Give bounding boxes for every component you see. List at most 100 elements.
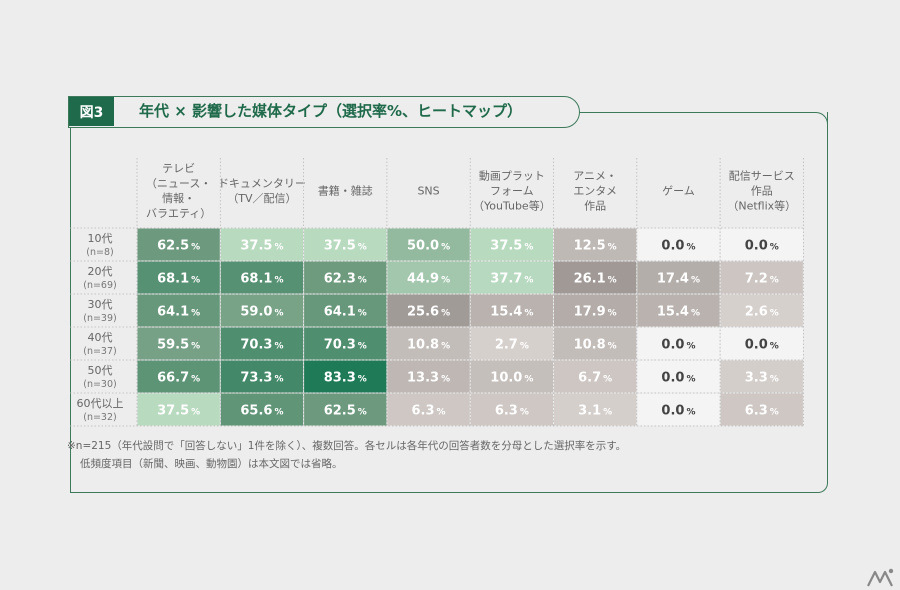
heatmap-cell xyxy=(304,360,387,393)
row-label-n: (n=39) xyxy=(83,313,116,324)
column-header: ドキュメンタリー xyxy=(218,177,306,190)
row-label-n: (n=37) xyxy=(83,346,116,357)
cell-value-label: 7.2% xyxy=(745,272,779,287)
heatmap-cell xyxy=(470,393,553,426)
row-label-age: 40代 xyxy=(88,331,113,344)
heatmap-cell xyxy=(554,327,637,360)
heatmap-cell xyxy=(137,228,220,261)
heatmap-cell xyxy=(554,294,637,327)
cell-value-label: 0.0% xyxy=(745,338,779,353)
cell-value-label: 64.1% xyxy=(157,305,200,320)
column-header: （TV／配信） xyxy=(227,192,296,205)
heatmap-cell xyxy=(637,393,720,426)
cell-value-label: 15.4% xyxy=(490,305,533,320)
figure-label: 図3 xyxy=(69,97,114,126)
cell-value-label: 62.5% xyxy=(324,404,367,419)
heatmap-cell xyxy=(220,327,304,360)
cell-value-label: 68.1% xyxy=(240,272,283,287)
heatmap-cell xyxy=(720,261,803,294)
column-header: バラエティ） xyxy=(146,207,211,220)
heatmap-cell xyxy=(554,360,637,393)
row-label-n: (n=8) xyxy=(86,247,113,258)
figure-frame xyxy=(70,112,828,493)
heatmap-cell xyxy=(304,228,387,261)
heatmap-cell xyxy=(220,228,304,261)
heatmap-cell xyxy=(554,261,637,294)
cell-value-label: 65.6% xyxy=(240,404,283,419)
cell-value-label: 50.0% xyxy=(407,239,450,254)
heatmap-cell xyxy=(387,294,470,327)
column-header: フォーム xyxy=(490,185,534,198)
row-label-n: (n=32) xyxy=(83,412,116,423)
cell-value-label: 70.3% xyxy=(324,338,367,353)
heatmap-cell xyxy=(387,393,470,426)
heatmap-cell xyxy=(137,261,220,294)
heatmap-cell xyxy=(720,360,803,393)
cell-value-label: 10.8% xyxy=(407,338,450,353)
heatmap-cell xyxy=(554,228,637,261)
heatmap-cell xyxy=(220,393,304,426)
row-label-n: (n=69) xyxy=(83,280,116,291)
cell-value-label: 6.3% xyxy=(745,404,779,419)
cell-value-label: 83.3% xyxy=(324,371,367,386)
heatmap-cell xyxy=(387,327,470,360)
cell-value-label: 37.7% xyxy=(490,272,533,287)
heatmap-cell xyxy=(137,294,220,327)
heatmap-cell xyxy=(470,294,553,327)
brand-logo-icon xyxy=(867,568,894,587)
column-header: 作品 xyxy=(751,185,773,198)
column-header: （ニュース・ xyxy=(146,177,211,190)
row-label-n: (n=30) xyxy=(83,379,116,390)
column-header: 配信サービス xyxy=(729,170,795,183)
cell-value-label: 70.3% xyxy=(240,338,283,353)
column-header: アニメ・ xyxy=(573,170,617,183)
heatmap-cell xyxy=(470,261,553,294)
column-header: 書籍・雑誌 xyxy=(318,184,373,198)
cell-value-label: 0.0% xyxy=(661,338,695,353)
cell-value-label: 0.0% xyxy=(661,239,695,254)
heatmap-cell xyxy=(720,294,803,327)
column-header: （YouTube等） xyxy=(473,199,551,213)
cell-value-label: 3.3% xyxy=(745,371,779,386)
column-header: SNS xyxy=(417,185,439,198)
heatmap-cell xyxy=(387,228,470,261)
row-label-age: 30代 xyxy=(88,298,113,311)
cell-value-label: 6.3% xyxy=(412,404,446,419)
cell-value-label: 0.0% xyxy=(661,371,695,386)
heatmap-cell xyxy=(220,360,304,393)
heatmap-cell xyxy=(304,327,387,360)
figure-frame-top xyxy=(570,112,815,113)
cell-value-label: 37.5% xyxy=(240,239,283,254)
row-label-age: 10代 xyxy=(88,232,113,245)
cell-value-label: 73.3% xyxy=(240,371,283,386)
cell-value-label: 10.0% xyxy=(490,371,533,386)
heatmap-cell xyxy=(554,393,637,426)
cell-value-label: 15.4% xyxy=(657,305,700,320)
cell-value-label: 10.8% xyxy=(574,338,617,353)
cell-value-label: 3.1% xyxy=(578,404,612,419)
heatmap-cell xyxy=(304,294,387,327)
heatmap-cell xyxy=(637,360,720,393)
footnote-line-2: 低頻度項目（新聞、映画、動物園）は本文図では省略。 xyxy=(80,458,343,470)
cell-value-label: 2.6% xyxy=(745,305,779,320)
heatmap-cell xyxy=(137,360,220,393)
cell-value-label: 12.5% xyxy=(574,239,617,254)
cell-value-label: 59.5% xyxy=(157,338,200,353)
cell-value-label: 37.5% xyxy=(324,239,367,254)
column-header: エンタメ xyxy=(573,185,617,198)
heatmap-cell xyxy=(470,327,553,360)
heatmap-cell xyxy=(720,393,803,426)
row-label-age: 20代 xyxy=(88,265,113,278)
heatmap-cell xyxy=(387,360,470,393)
cell-value-label: 25.6% xyxy=(407,305,450,320)
heatmap-cell xyxy=(220,261,304,294)
heatmap-cell xyxy=(470,360,553,393)
row-label-age: 60代以上 xyxy=(77,397,124,410)
figure-frame-corner xyxy=(803,112,828,137)
cell-value-label: 13.3% xyxy=(407,371,450,386)
figure-title-bar: 図3 年代 × 影響した媒体タイプ（選択率%、ヒートマップ） xyxy=(68,96,580,128)
heatmap-cell xyxy=(720,327,803,360)
cell-value-label: 17.9% xyxy=(574,305,617,320)
heatmap-cell xyxy=(637,294,720,327)
